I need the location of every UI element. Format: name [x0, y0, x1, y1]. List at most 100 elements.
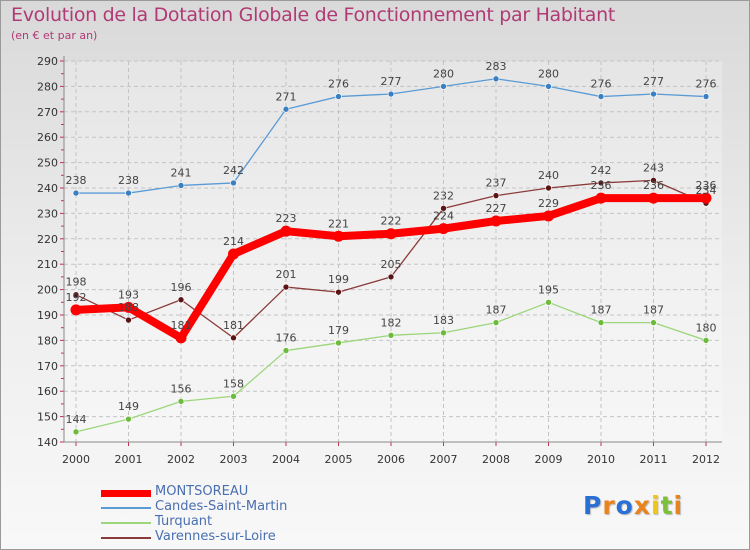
x-tick-label: 2006: [377, 453, 405, 466]
data-point: [492, 192, 500, 199]
data-point: [70, 304, 82, 316]
data-label: 199: [328, 273, 349, 286]
data-point: [543, 210, 554, 222]
x-tick-label: 2004: [272, 453, 300, 466]
data-point: [282, 105, 290, 113]
data-label: 242: [223, 164, 244, 177]
legend-label: Turquant: [155, 514, 213, 529]
data-point: [177, 296, 185, 304]
data-label: 222: [381, 215, 402, 228]
data-point: [440, 329, 447, 337]
data-label: 243: [643, 161, 664, 174]
y-tick-label: 230: [37, 207, 58, 220]
data-label: 236: [591, 179, 612, 192]
data-label: 238: [66, 174, 87, 187]
data-label: 176: [276, 332, 297, 345]
data-label: 236: [643, 179, 664, 192]
data-point: [335, 288, 342, 296]
data-label: 149: [118, 400, 139, 413]
x-tick-label: 2007: [430, 453, 458, 466]
y-tick-label: 140: [37, 436, 58, 449]
data-label: 280: [538, 67, 559, 80]
y-tick-label: 200: [37, 284, 58, 297]
y-tick-label: 290: [37, 55, 58, 68]
data-label: 234: [696, 184, 717, 197]
chart-title: Evolution de la Dotation Globale de Fonc…: [11, 4, 616, 26]
data-label: 187: [643, 304, 664, 317]
data-point: [123, 301, 134, 313]
grid: [64, 60, 722, 443]
legend-label: Varennes-sur-Loire: [155, 529, 276, 544]
data-label: 221: [328, 217, 349, 230]
brand-logo: Proxiti: [583, 491, 683, 520]
data-label: 227: [486, 202, 507, 215]
data-label: 271: [276, 90, 297, 103]
data-point: [597, 93, 605, 100]
data-point: [597, 319, 605, 326]
data-label: 180: [696, 321, 717, 334]
legend-swatch: [101, 490, 151, 497]
plot-area: [64, 61, 722, 442]
data-point: [230, 334, 237, 342]
data-label: 195: [538, 283, 559, 296]
y-tick-label: 260: [37, 131, 58, 144]
brand-letter: r: [602, 491, 616, 520]
data-label: 214: [223, 235, 244, 248]
data-label: 242: [591, 164, 612, 177]
x-tick-label: 2003: [220, 453, 248, 466]
data-label: 229: [538, 197, 559, 210]
data-point: [650, 90, 657, 98]
data-label: 181: [223, 319, 244, 332]
data-point: [125, 415, 132, 423]
data-point: [702, 93, 710, 100]
data-label: 240: [538, 169, 559, 182]
y-tick-label: 150: [37, 411, 58, 424]
data-label: 181: [171, 319, 192, 332]
data-point: [648, 192, 659, 204]
axes: 140 150 160 170 180 190 200 210 220 230 240 250 260 2…: [37, 55, 722, 466]
data-label: 238: [118, 174, 139, 187]
data-point: [650, 319, 657, 326]
data-point: [333, 230, 344, 242]
brand-letter: i: [673, 491, 684, 520]
data-point: [650, 177, 657, 184]
y-tick-label: 160: [37, 385, 58, 398]
data-point: [597, 179, 605, 187]
data-label: 276: [328, 78, 349, 91]
data-point: [545, 184, 552, 192]
data-label: 144: [66, 413, 87, 426]
data-point: [125, 189, 132, 197]
legend: MONTSOREAU Candes-Saint-Martin Turquant Var…: [101, 484, 361, 546]
data-point: [72, 428, 80, 436]
data-label: 283: [486, 60, 507, 73]
y-tick-label: 180: [37, 334, 58, 347]
legend-swatch: [101, 522, 151, 524]
legend-item: Candes-Saint-Martin: [101, 499, 361, 516]
data-label: 196: [171, 281, 192, 294]
data-label: 277: [643, 75, 664, 88]
y-tick-label: 220: [37, 233, 58, 246]
data-label: 223: [276, 212, 297, 225]
data-label: 188: [118, 301, 139, 314]
data-label: 158: [223, 377, 244, 390]
data-label: 198: [66, 276, 87, 289]
x-tick-label: 2010: [587, 453, 615, 466]
data-point: [440, 83, 447, 90]
data-label: 192: [66, 291, 87, 304]
legend-swatch: [101, 507, 151, 509]
y-tick-label: 170: [37, 360, 58, 373]
data-label: 187: [591, 304, 612, 317]
brand-letter: i: [651, 491, 661, 520]
data-point: [177, 398, 185, 405]
data-label: 280: [433, 67, 454, 80]
brand-letter: P: [583, 491, 603, 520]
legend-item: MONTSOREAU: [101, 484, 361, 501]
data-label: 187: [486, 304, 507, 317]
data-label: 276: [696, 78, 717, 91]
data-point: [385, 228, 397, 240]
data-point: [228, 248, 239, 260]
data-point: [125, 316, 132, 324]
data-point: [490, 215, 502, 227]
